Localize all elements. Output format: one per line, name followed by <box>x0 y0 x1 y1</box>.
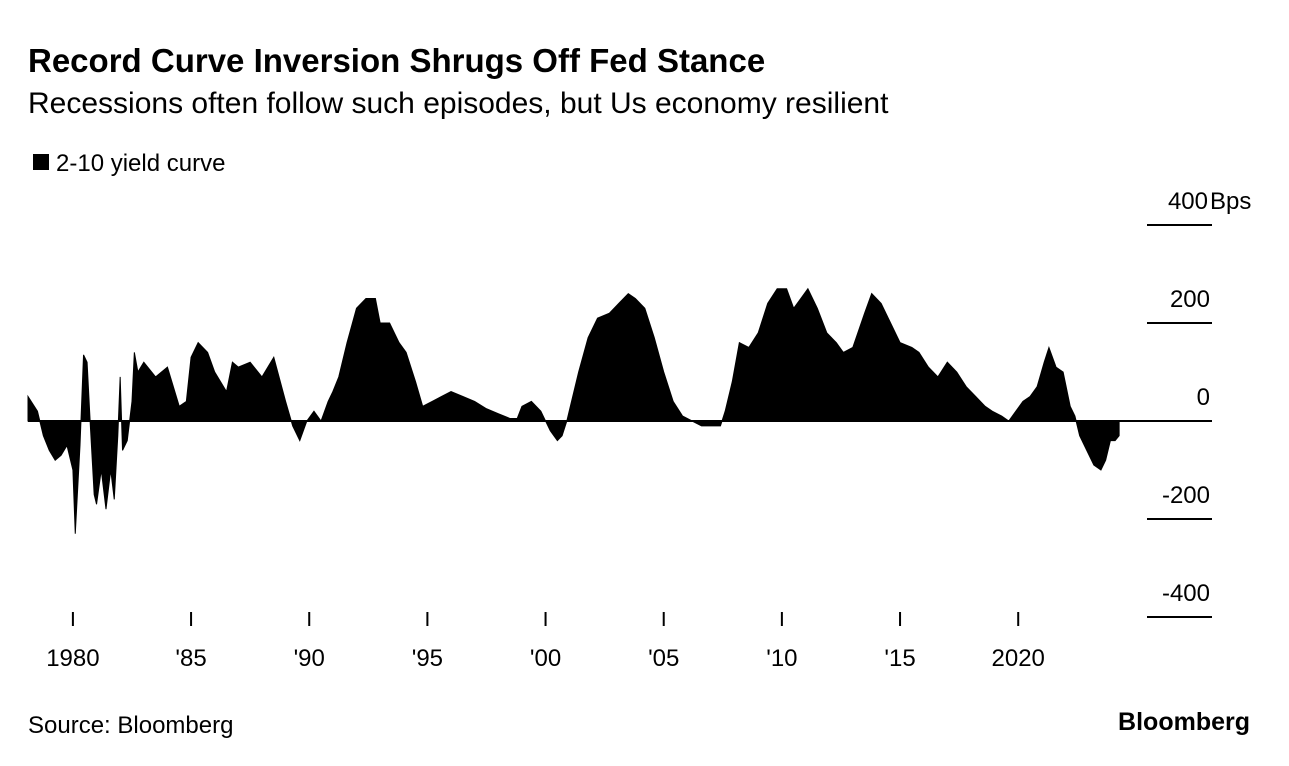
x-tick-label: '00 <box>530 645 561 672</box>
y-unit: Bps <box>1210 188 1251 215</box>
y-tick-label: 400 <box>1168 188 1208 215</box>
area <box>27 287 1120 534</box>
x-tick-label: '95 <box>412 645 443 672</box>
x-tick-label: '15 <box>884 645 915 672</box>
brand: Bloomberg <box>1118 708 1250 736</box>
x-tick-label: '10 <box>766 645 797 672</box>
chart-title: Record Curve Inversion Shrugs Off Fed St… <box>28 42 765 79</box>
legend-label: 2-10 yield curve <box>56 150 225 177</box>
x-tick-label: 2020 <box>992 645 1045 672</box>
x-tick-label: '05 <box>648 645 679 672</box>
x-tick-label: 1980 <box>46 645 99 672</box>
y-tick-label: -200 <box>1162 482 1210 509</box>
legend-swatch <box>33 154 49 170</box>
chart-subtitle: Recessions often follow such episodes, b… <box>28 87 889 120</box>
x-tick-label: '85 <box>175 645 206 672</box>
y-tick-label: 0 <box>1197 384 1210 411</box>
source: Source: Bloomberg <box>28 712 233 739</box>
x-tick-label: '90 <box>294 645 325 672</box>
y-tick-label: -400 <box>1162 580 1210 607</box>
y-tick-label: 200 <box>1170 286 1210 313</box>
